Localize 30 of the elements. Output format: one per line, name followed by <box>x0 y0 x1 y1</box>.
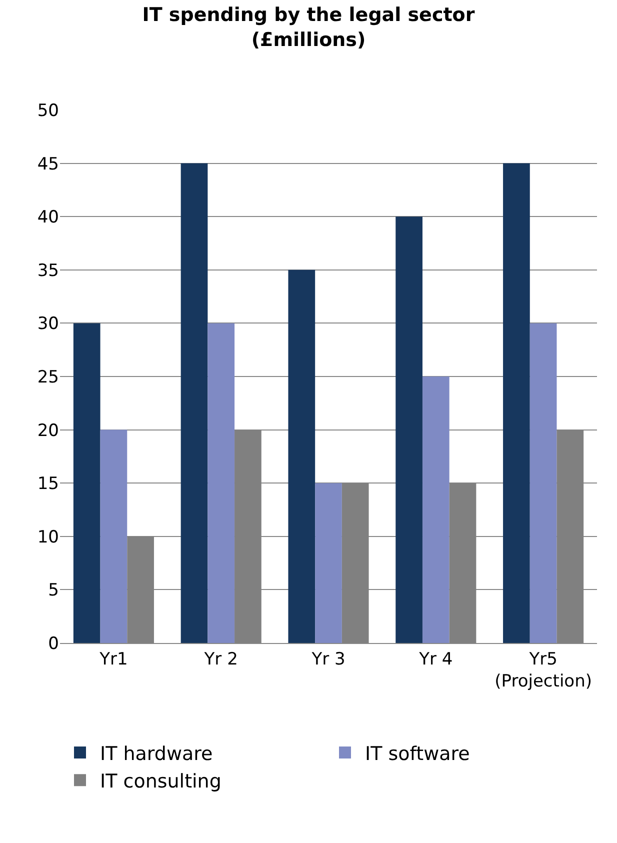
bar <box>503 163 530 643</box>
bar <box>180 163 208 643</box>
y-tick-label: 25 <box>37 367 59 388</box>
bar <box>73 323 100 643</box>
bar <box>422 376 450 643</box>
y-tick-label: 35 <box>37 260 59 281</box>
y-tick-label: 30 <box>37 314 59 334</box>
y-tick-label: 45 <box>37 154 59 174</box>
y-tick-label: 0 <box>48 634 59 654</box>
x-tick-label: Yr 4 <box>418 649 453 670</box>
bar <box>530 323 557 643</box>
y-tick-label: 40 <box>37 208 59 228</box>
bar <box>396 216 422 643</box>
chart-title: IT spending by the legal sector (£millions) <box>142 4 476 51</box>
bar <box>208 323 235 643</box>
x-tick-label: Yr5 (Projection) <box>494 649 592 692</box>
x-tick-label: Yr1 <box>98 649 128 670</box>
y-tick-label: 15 <box>37 474 59 494</box>
y-tick-label: 50 <box>37 100 59 121</box>
bar <box>315 483 342 643</box>
bar <box>100 430 128 643</box>
y-tick-label: 10 <box>37 527 59 548</box>
x-tick-label: Yr 3 <box>310 649 346 670</box>
legend-label: IT consulting <box>100 770 222 793</box>
legend-label: IT software <box>365 742 470 765</box>
y-tick-label: 20 <box>37 420 59 441</box>
y-tick-label: 5 <box>48 580 59 601</box>
legend-label: IT hardware <box>100 742 213 765</box>
x-tick-label: Yr 2 <box>203 649 238 670</box>
bar <box>288 270 316 643</box>
